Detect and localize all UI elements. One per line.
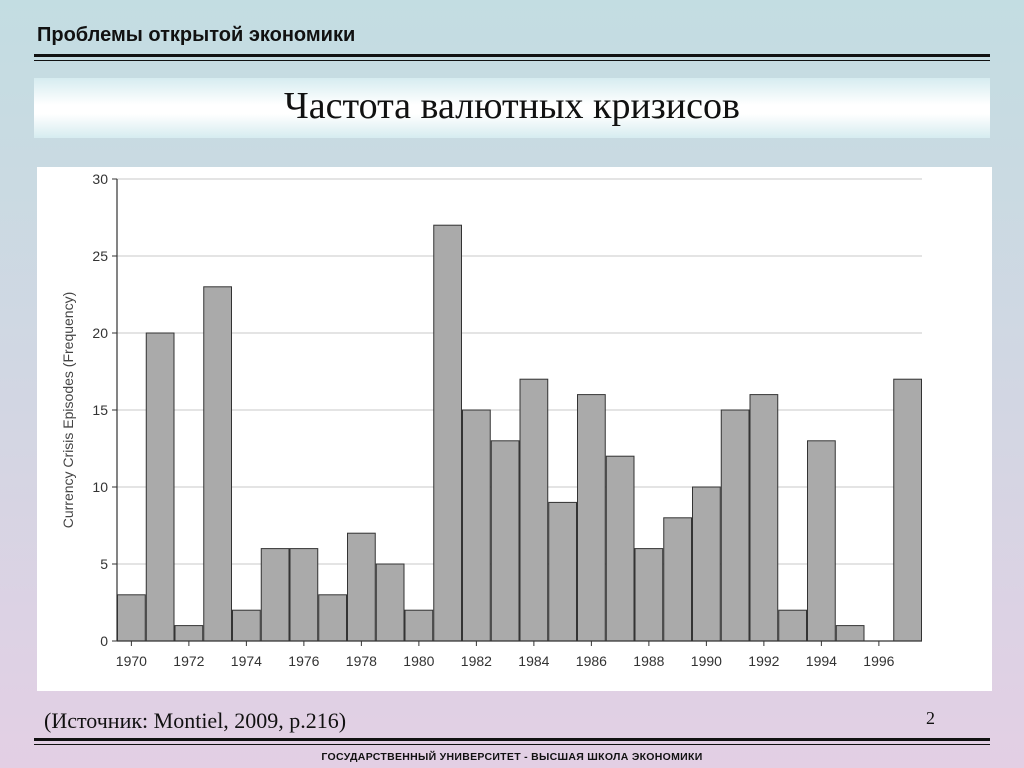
- y-tick-label: 20: [92, 325, 108, 341]
- y-tick-label: 10: [92, 479, 108, 495]
- x-tick-label: 1984: [518, 653, 549, 669]
- y-axis-label: Currency Crisis Episodes (Frequency): [60, 292, 76, 529]
- page-number: 2: [926, 708, 935, 728]
- bar-1975: [260, 548, 290, 642]
- y-tick-label: 25: [92, 248, 108, 264]
- bars: [117, 224, 922, 642]
- header-rule-thick: [34, 54, 990, 57]
- bar-1971: [145, 332, 175, 642]
- x-tick-label: 1988: [633, 653, 664, 669]
- course-title: Проблемы открытой экономики: [37, 24, 356, 46]
- bar-1994: [807, 440, 836, 642]
- bar-1987: [605, 455, 635, 642]
- y-tick-label: 30: [92, 171, 108, 187]
- bar-1991: [720, 409, 750, 642]
- x-tick-label: 1986: [576, 653, 607, 669]
- title-band: [34, 78, 990, 138]
- axes: [112, 178, 922, 646]
- bar-1995: [835, 625, 865, 642]
- bar-1979: [375, 563, 405, 642]
- footer-rule-thin: [34, 744, 990, 745]
- y-tick-label: 0: [100, 633, 108, 649]
- header-rule-thin: [34, 60, 990, 61]
- footer-rule-thick: [34, 738, 990, 741]
- x-tick-label: 1976: [288, 653, 319, 669]
- x-tick-label: 1992: [748, 653, 779, 669]
- bar-1992: [749, 394, 779, 642]
- institution-name: ГОСУДАРСТВЕННЫЙ УНИВЕРСИТЕТ - ВЫСШАЯ ШКО…: [321, 751, 703, 763]
- bar-1978: [347, 532, 376, 642]
- bar-1997: [893, 378, 922, 642]
- bar-1972: [174, 625, 204, 642]
- x-tick-label: 1980: [403, 653, 434, 669]
- bar-1986: [577, 394, 606, 642]
- x-tick-label: 1972: [173, 653, 204, 669]
- tick-labels: 0 5 10 15 20 25 30 1970 1972 1974 1976 1978 1980 1982…: [60, 171, 895, 669]
- source-citation: (Источник: Montiel, 2009, p.216): [44, 708, 347, 733]
- bar-1985: [548, 501, 577, 642]
- bar-1983: [490, 440, 520, 642]
- bar-1974: [232, 609, 261, 642]
- chart-container: 0 5 10 15 20 25 30 1970 1972 1974 1976 1978 1980 1982…: [37, 167, 992, 691]
- bar-1973: [203, 286, 232, 642]
- bar-1989: [663, 517, 692, 642]
- bar-1993: [778, 609, 807, 642]
- bar-1984: [519, 378, 549, 642]
- x-tick-label: 1978: [346, 653, 377, 669]
- bar-1976: [289, 548, 319, 642]
- bar-1977: [318, 594, 347, 642]
- bar-1980: [404, 609, 434, 642]
- x-tick-label: 1994: [806, 653, 837, 669]
- bar-1970: [117, 594, 146, 642]
- y-tick-label: 15: [92, 402, 108, 418]
- bar-1990: [692, 486, 721, 642]
- bar-1982: [462, 409, 491, 642]
- x-tick-label: 1974: [231, 653, 262, 669]
- x-tick-label: 1970: [116, 653, 147, 669]
- bar-chart: 0 5 10 15 20 25 30 1970 1972 1974 1976 1978 1980 1982…: [60, 171, 922, 669]
- x-tick-label: 1982: [461, 653, 492, 669]
- bar-1981: [433, 224, 462, 642]
- bar-1988: [634, 548, 664, 642]
- slide-title: Частота валютных кризисов: [284, 85, 740, 127]
- x-tick-label: 1996: [863, 653, 894, 669]
- x-tick-label: 1990: [691, 653, 722, 669]
- y-tick-label: 5: [100, 556, 108, 572]
